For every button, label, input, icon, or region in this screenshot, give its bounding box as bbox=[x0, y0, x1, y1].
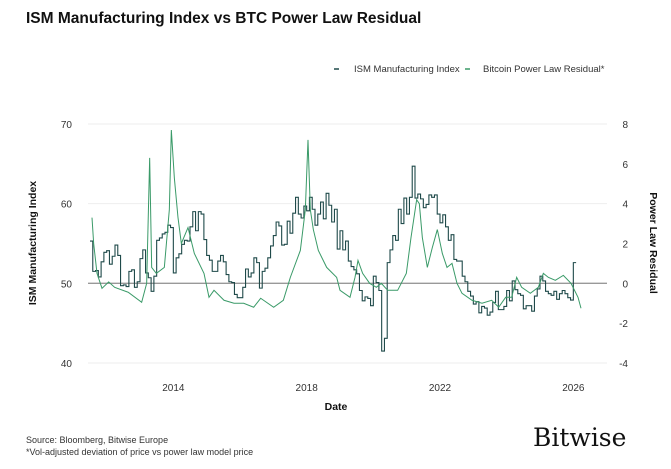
y-axis-right-label: Power Law Residual bbox=[647, 192, 659, 294]
x-tick: 2022 bbox=[429, 383, 452, 394]
x-tick: 2018 bbox=[296, 383, 319, 394]
y-tick-right: 6 bbox=[622, 160, 628, 171]
x-tick: 2026 bbox=[562, 383, 585, 394]
y-tick-left: 70 bbox=[61, 120, 73, 131]
y-tick-right: -2 bbox=[619, 319, 628, 330]
y-tick-left: 60 bbox=[61, 200, 73, 211]
source-note: Source: Bloomberg, Bitwise Europe bbox=[26, 435, 168, 445]
y-tick-right: -4 bbox=[619, 359, 628, 370]
btc-residual-line bbox=[91, 129, 582, 309]
y-tick-right: 0 bbox=[622, 279, 628, 290]
chart-title: ISM Manufacturing Index vs BTC Power Law… bbox=[26, 10, 421, 27]
ism-line bbox=[90, 165, 577, 352]
y-tick-right: 2 bbox=[622, 240, 628, 251]
x-tick: 2014 bbox=[162, 383, 185, 394]
y-tick-left: 40 bbox=[61, 359, 73, 370]
y-tick-right: 8 bbox=[622, 120, 628, 131]
legend-label-ism: ISM Manufacturing Index bbox=[354, 64, 460, 75]
legend-label-btc: Bitcoin Power Law Residual* bbox=[483, 64, 605, 75]
bitwise-logo: Bitwise bbox=[533, 423, 626, 452]
y-tick-right: 4 bbox=[622, 200, 628, 211]
y-tick-left: 50 bbox=[61, 279, 73, 290]
x-axis-label: Date bbox=[325, 401, 348, 413]
footnote: *Vol-adjusted deviation of price vs powe… bbox=[26, 447, 253, 457]
legend: ISM Manufacturing Index Bitcoin Power La… bbox=[334, 64, 605, 75]
y-axis-left-label: ISM Manufacturing Index bbox=[27, 181, 39, 305]
